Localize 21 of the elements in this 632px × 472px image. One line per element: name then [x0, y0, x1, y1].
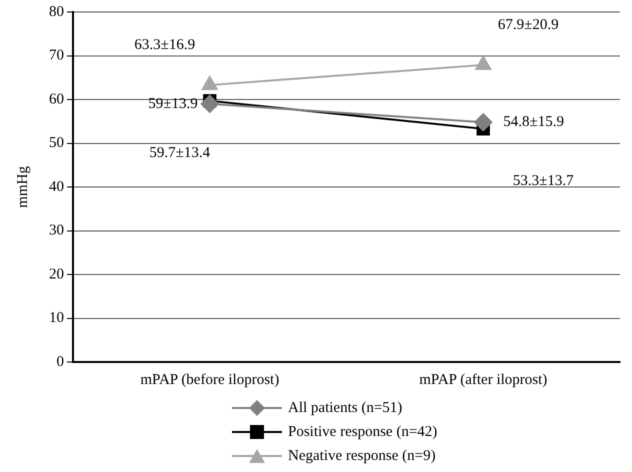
data-label: 63.3±16.9	[134, 37, 196, 53]
data-label: 67.9±20.9	[498, 16, 559, 33]
y-tick-label: 40	[49, 178, 64, 195]
y-tick-label: 0	[56, 354, 64, 370]
y-tick-label: 10	[49, 310, 64, 326]
y-tick-label: 70	[49, 48, 64, 64]
y-tick-label: 60	[49, 91, 64, 108]
data-label: 59.7±13.4	[149, 144, 211, 161]
y-tick-label: 20	[49, 266, 64, 282]
data-label: 59±13.9	[148, 96, 198, 112]
x-tick-label: mPAP (before iloprost)	[140, 372, 280, 388]
data-label: 54.8±15.9	[503, 114, 564, 130]
y-tick-label: 30	[49, 222, 64, 239]
legend-label: Positive response (n=42)	[288, 424, 438, 440]
legend-label: Negative response (n=9)	[288, 448, 436, 464]
y-tick-label: 50	[49, 135, 64, 152]
legend-label: All patients (n=51)	[288, 400, 402, 416]
data-label: 53.3±13.7	[512, 172, 574, 189]
y-axis-title: mmHg	[14, 166, 31, 208]
x-tick-label: mPAP (after iloprost)	[419, 372, 548, 388]
y-tick-label: 80	[49, 4, 64, 20]
